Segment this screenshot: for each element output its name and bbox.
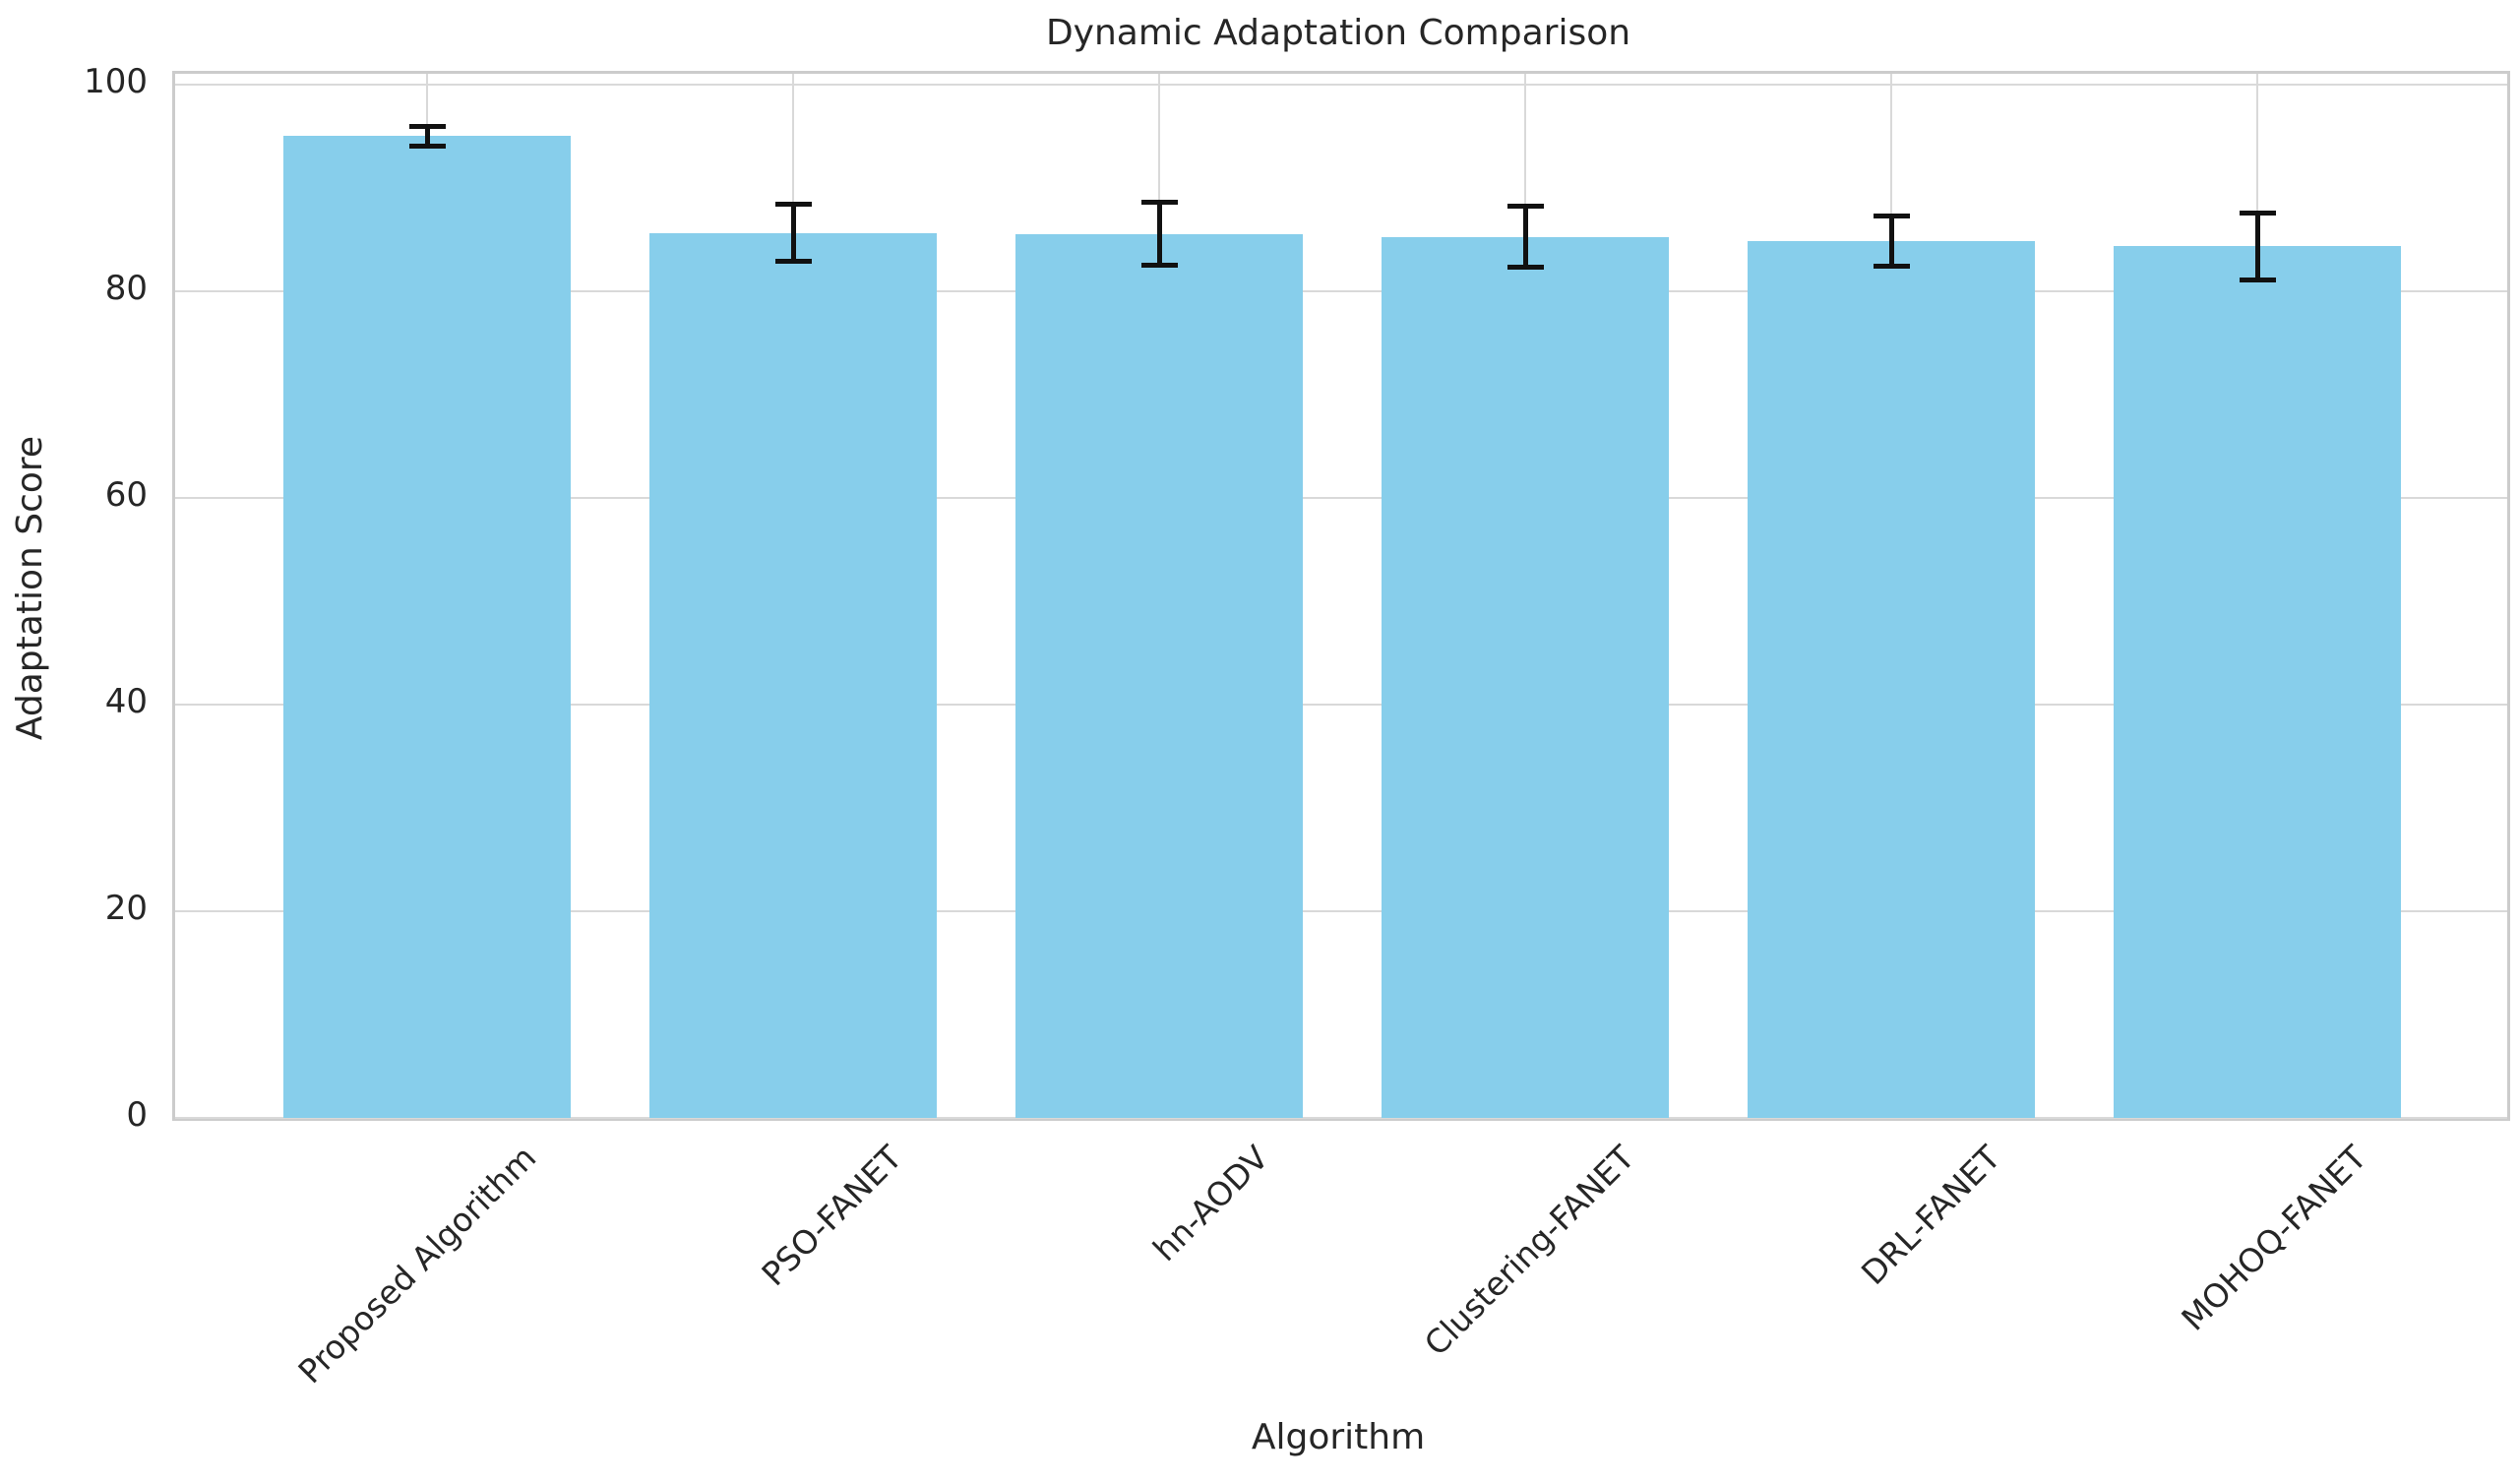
h-gridline	[175, 703, 2507, 706]
bar	[1382, 236, 1669, 1118]
error-bar-cap-top	[774, 202, 812, 208]
plot-area	[172, 71, 2510, 1121]
y-tick-label: 80	[104, 268, 148, 308]
x-tick-label: Proposed Algorithm	[290, 1138, 544, 1391]
bar	[2114, 246, 2401, 1118]
h-gridline	[175, 83, 2507, 86]
error-bar-cap-bottom	[2239, 278, 2276, 283]
x-tick-label: MOHOQ-FANET	[2174, 1138, 2374, 1338]
error-bar-cap-bottom	[774, 259, 812, 265]
error-bar-cap-top	[1873, 213, 1910, 218]
y-tick-label: 60	[104, 474, 148, 515]
bar	[649, 232, 937, 1118]
error-bar-cap-top	[1140, 200, 1178, 206]
bar	[1748, 241, 2035, 1118]
error-bar-cap-top	[1506, 204, 1544, 210]
error-bar	[424, 125, 430, 147]
error-bar	[1522, 206, 1528, 269]
error-bar	[790, 204, 796, 263]
error-bar-cap-bottom	[1873, 264, 1910, 270]
error-bar-cap-top	[2239, 210, 2276, 216]
h-gridline	[175, 1117, 2507, 1119]
bar	[283, 136, 571, 1118]
h-gridline	[175, 909, 2507, 912]
x-axis-label: Algorithm	[1251, 1417, 1426, 1457]
y-tick-label: 20	[104, 888, 148, 928]
error-bar	[1888, 215, 1894, 268]
error-bar	[2254, 212, 2260, 281]
error-bar-cap-bottom	[1140, 263, 1178, 269]
error-bar-cap-top	[408, 123, 446, 129]
x-tick-label: Clustering-FANET	[1416, 1138, 1642, 1364]
h-gridline	[175, 289, 2507, 292]
error-bar-cap-bottom	[1506, 265, 1544, 271]
error-bar-cap-bottom	[408, 143, 446, 149]
error-bar	[1156, 202, 1162, 267]
x-tick-label: DRL-FANET	[1853, 1138, 2008, 1293]
y-axis-label: Adaptation Score	[10, 435, 50, 741]
y-tick-label: 40	[104, 681, 148, 721]
y-tick-label: 100	[84, 61, 148, 101]
x-tick-label: hn-AODV	[1144, 1138, 1276, 1269]
bar	[1015, 233, 1303, 1118]
chart-title: Dynamic Adaptation Comparison	[1045, 13, 1631, 53]
h-gridline	[175, 496, 2507, 499]
y-tick-label: 0	[126, 1095, 148, 1135]
x-tick-label: PSO-FANET	[754, 1138, 910, 1294]
